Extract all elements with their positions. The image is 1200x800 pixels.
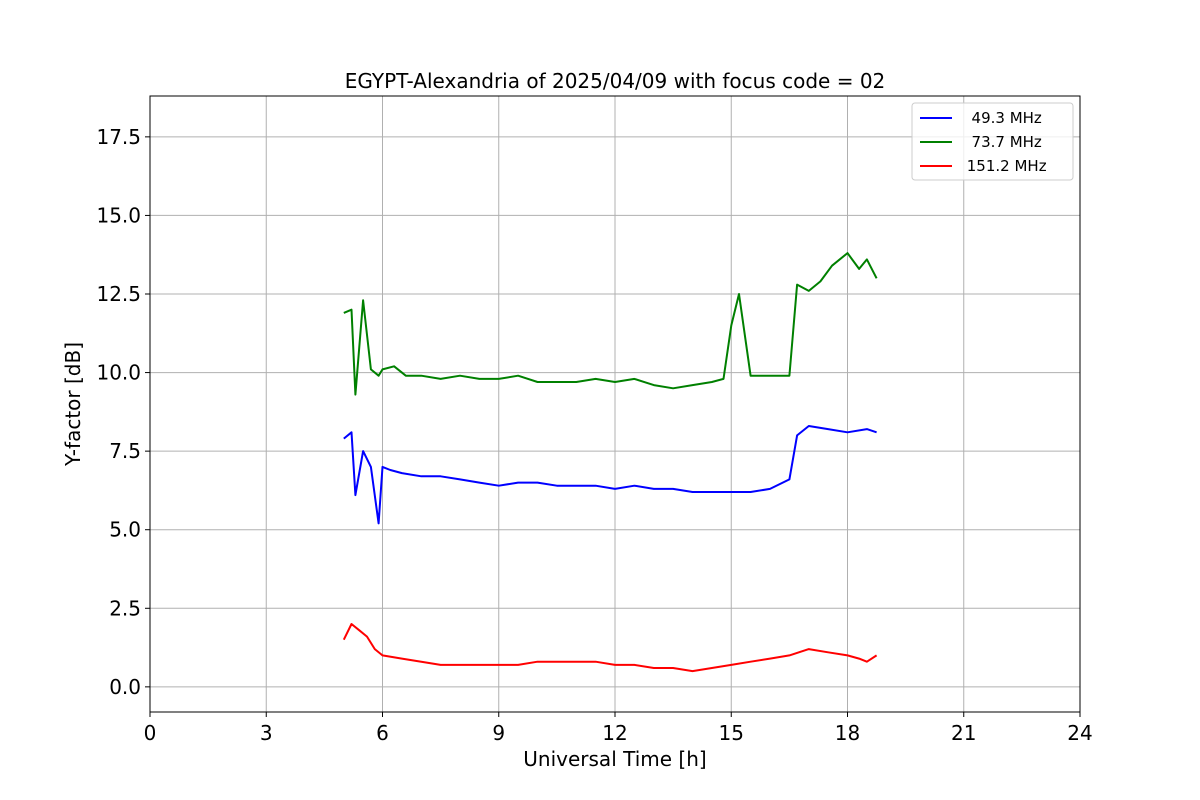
series-line-2	[342, 623, 878, 673]
y-tick-label: 12.5	[96, 282, 141, 306]
y-axis: 0.0 2.5 5.0 7.5 10.0 12.5 15.0 17.5	[96, 125, 150, 699]
x-tick-label: 18	[835, 721, 860, 745]
x-tick-label: 24	[1067, 721, 1092, 745]
legend-box	[911, 102, 1074, 181]
y-tick-label: 0.0	[109, 675, 141, 699]
x-tick-label: 21	[951, 721, 976, 745]
x-axis: 0 3 6 9 12 15 18 21 24	[144, 712, 1093, 745]
series-line-1	[343, 252, 878, 396]
x-tick-label: 3	[260, 721, 273, 745]
legend: 49.3 MHz 73.7 MHz 151.2 MHz	[911, 102, 1074, 181]
y-tick-label: 2.5	[109, 596, 141, 620]
legend-label: 49.3 MHz	[962, 109, 1042, 127]
x-tick-label: 0	[144, 721, 157, 745]
x-tick-label: 6	[376, 721, 389, 745]
legend-label: 73.7 MHz	[962, 133, 1042, 151]
x-tick-label: 12	[602, 721, 627, 745]
legend-label: 151.2 MHz	[962, 157, 1047, 175]
y-tick-label: 5.0	[109, 518, 141, 542]
chart-title: EGYPT-Alexandria of 2025/04/09 with focu…	[345, 69, 886, 93]
x-tick-label: 9	[492, 721, 505, 745]
y-tick-label: 10.0	[96, 361, 141, 385]
series-line-0	[343, 425, 877, 525]
series-layer	[342, 252, 878, 673]
y-tick-label: 15.0	[96, 203, 141, 227]
x-axis-label: Universal Time [h]	[523, 747, 706, 771]
x-tick-label: 15	[719, 721, 744, 745]
y-tick-label: 17.5	[96, 125, 141, 149]
y-axis-label: Y-factor [dB]	[61, 342, 85, 467]
y-tick-label: 7.5	[109, 439, 141, 463]
